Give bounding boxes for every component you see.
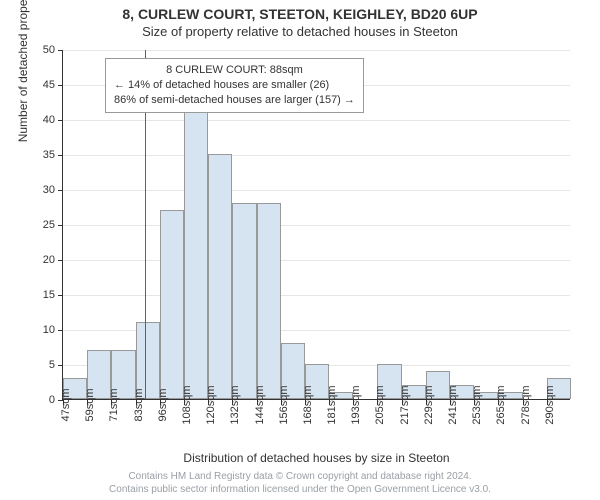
gridline bbox=[63, 260, 570, 261]
y-tick-label: 25 bbox=[43, 219, 55, 231]
y-tick bbox=[58, 365, 63, 366]
y-tick-label: 35 bbox=[43, 149, 55, 161]
x-tick-label: 83sqm bbox=[133, 388, 145, 421]
histogram-bar bbox=[160, 210, 184, 399]
legend-line-3: 86% of semi-detached houses are larger (… bbox=[114, 93, 355, 108]
chart-title-main: 8, CURLEW COURT, STEETON, KEIGHLEY, BD20… bbox=[0, 6, 600, 22]
y-tick bbox=[58, 85, 63, 86]
x-tick-label: 253sqm bbox=[471, 385, 483, 424]
x-tick-label: 71sqm bbox=[108, 388, 120, 421]
y-tick bbox=[58, 190, 63, 191]
y-tick-label: 50 bbox=[43, 44, 55, 56]
legend-line-1: 8 CURLEW COURT: 88sqm bbox=[114, 63, 355, 78]
gridline bbox=[63, 50, 570, 51]
legend-line-2: ← 14% of detached houses are smaller (26… bbox=[114, 78, 355, 93]
gridline bbox=[63, 155, 570, 156]
y-tick-label: 10 bbox=[43, 324, 55, 336]
x-tick-label: 156sqm bbox=[278, 385, 290, 424]
y-tick-label: 5 bbox=[49, 359, 55, 371]
y-tick bbox=[58, 50, 63, 51]
footer-attribution: Contains HM Land Registry data © Crown c… bbox=[0, 471, 600, 496]
legend-box: 8 CURLEW COURT: 88sqm← 14% of detached h… bbox=[105, 58, 364, 113]
y-tick bbox=[58, 295, 63, 296]
y-tick bbox=[58, 120, 63, 121]
y-axis-label: Number of detached properties bbox=[16, 0, 30, 142]
y-tick bbox=[58, 330, 63, 331]
gridline bbox=[63, 120, 570, 121]
x-tick-label: 193sqm bbox=[350, 385, 362, 424]
chart-container: 8, CURLEW COURT, STEETON, KEIGHLEY, BD20… bbox=[0, 0, 600, 500]
x-tick-label: 120sqm bbox=[205, 385, 217, 424]
x-tick-label: 47sqm bbox=[60, 388, 72, 421]
y-tick bbox=[58, 155, 63, 156]
y-tick-label: 0 bbox=[49, 394, 55, 406]
x-tick-label: 229sqm bbox=[423, 385, 435, 424]
y-tick bbox=[58, 260, 63, 261]
x-tick-label: 96sqm bbox=[157, 388, 169, 421]
x-tick-label: 241sqm bbox=[447, 385, 459, 424]
y-tick-label: 30 bbox=[43, 184, 55, 196]
x-tick-label: 205sqm bbox=[374, 385, 386, 424]
x-tick-label: 265sqm bbox=[495, 385, 507, 424]
histogram-bar bbox=[184, 84, 208, 399]
y-tick-label: 45 bbox=[43, 79, 55, 91]
x-tick-label: 217sqm bbox=[399, 385, 411, 424]
x-tick-label: 278sqm bbox=[520, 385, 532, 424]
histogram-bar bbox=[257, 203, 281, 399]
plot-area: Distribution of detached houses by size … bbox=[62, 50, 570, 400]
gridline bbox=[63, 295, 570, 296]
y-tick bbox=[58, 225, 63, 226]
x-tick-label: 59sqm bbox=[84, 388, 96, 421]
footer-line-1: Contains HM Land Registry data © Crown c… bbox=[0, 471, 600, 484]
x-tick-label: 181sqm bbox=[326, 385, 338, 424]
x-tick-label: 144sqm bbox=[254, 385, 266, 424]
x-tick-label: 168sqm bbox=[302, 385, 314, 424]
footer-line-2: Contains public sector information licen… bbox=[0, 484, 600, 497]
gridline bbox=[63, 225, 570, 226]
histogram-bar bbox=[208, 154, 232, 399]
x-tick-label: 132sqm bbox=[229, 385, 241, 424]
y-tick-label: 20 bbox=[43, 254, 55, 266]
histogram-bar bbox=[232, 203, 256, 399]
x-tick-label: 290sqm bbox=[544, 385, 556, 424]
gridline bbox=[63, 190, 570, 191]
y-tick-label: 40 bbox=[43, 114, 55, 126]
chart-title-sub: Size of property relative to detached ho… bbox=[0, 24, 600, 39]
histogram-bar bbox=[136, 322, 160, 399]
y-tick-label: 15 bbox=[43, 289, 55, 301]
x-axis-label: Distribution of detached houses by size … bbox=[63, 451, 570, 465]
x-tick-label: 108sqm bbox=[181, 385, 193, 424]
